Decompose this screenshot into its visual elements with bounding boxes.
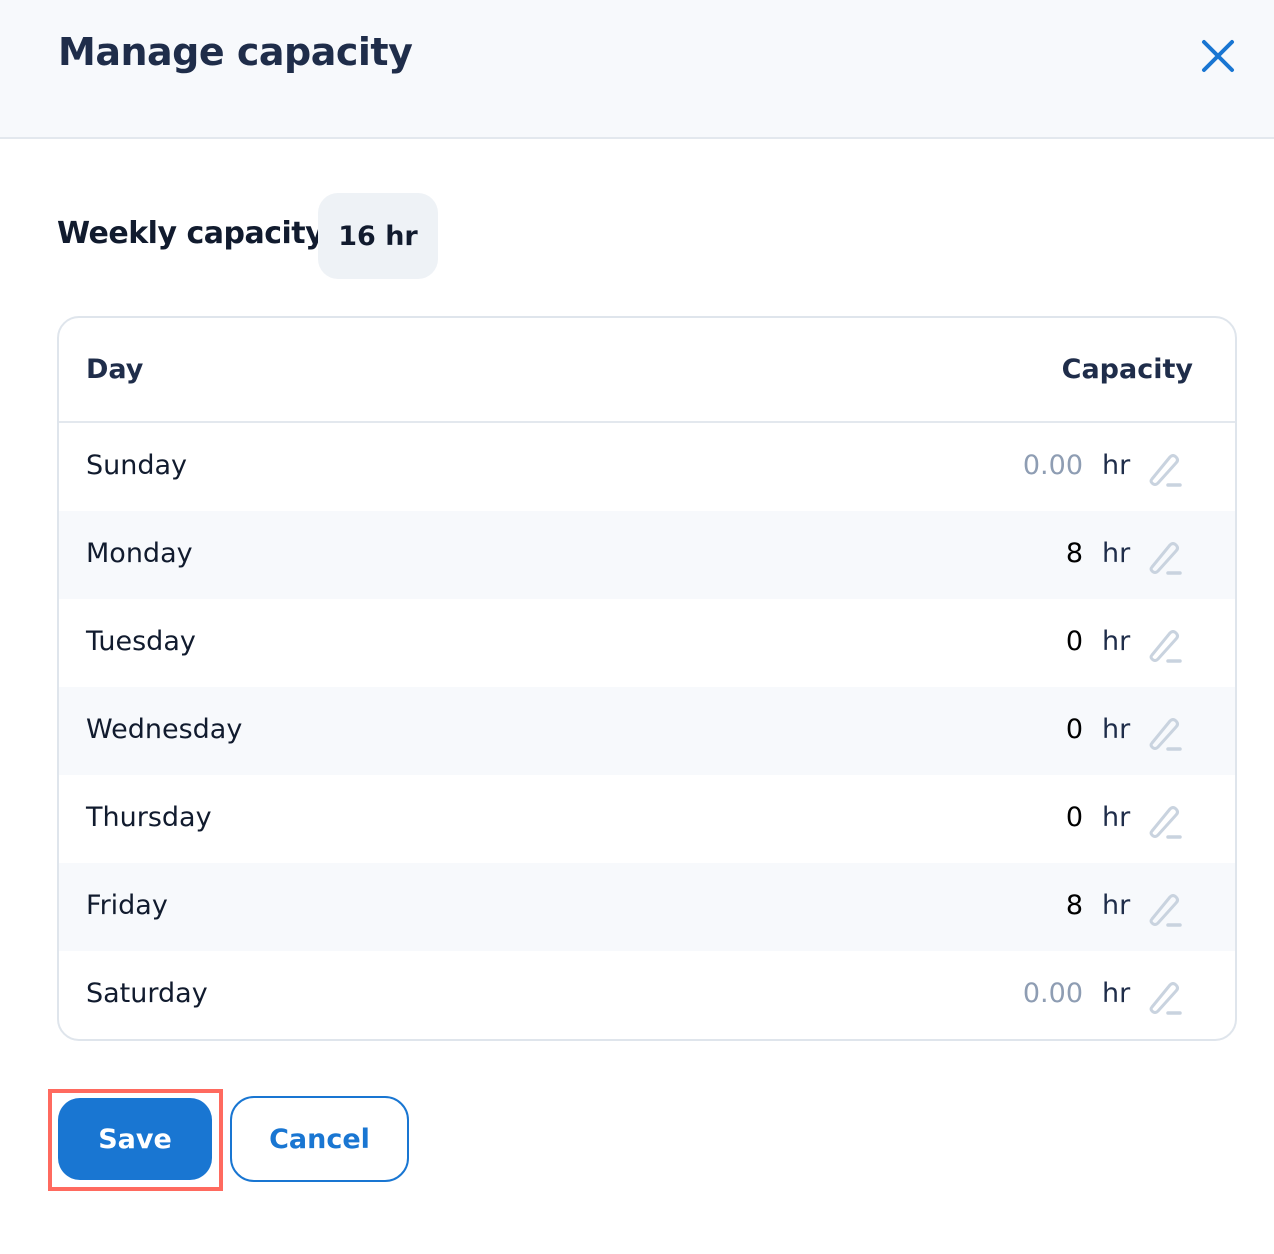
day-label: Saturday (86, 978, 208, 1009)
table-row: Tuesday 0 hr (59, 599, 1235, 687)
table-header: Day Capacity (59, 318, 1235, 423)
dialog-title: Manage capacity (58, 30, 413, 74)
close-icon[interactable] (1198, 36, 1238, 76)
capacity-value[interactable]: 8 (1065, 890, 1083, 921)
pencil-icon[interactable] (1146, 803, 1184, 841)
table-row: Monday 8 hr (59, 511, 1235, 599)
day-label: Sunday (86, 450, 188, 481)
pencil-icon[interactable] (1146, 891, 1184, 929)
day-label: Wednesday (86, 714, 243, 745)
day-label: Tuesday (86, 626, 196, 657)
column-header-day: Day (86, 354, 144, 385)
capacity-value[interactable]: 8 (1065, 538, 1083, 569)
pencil-icon[interactable] (1146, 451, 1184, 489)
table-row: Friday 8 hr (59, 863, 1235, 951)
table-row: Saturday 0.00 hr (59, 951, 1235, 1039)
capacity-value[interactable]: 0.00 (1022, 978, 1083, 1009)
capacity-value[interactable]: 0 (1065, 626, 1083, 657)
day-label: Thursday (86, 802, 212, 833)
capacity-unit: hr (1102, 538, 1131, 569)
capacity-unit: hr (1102, 802, 1131, 833)
capacity-value[interactable]: 0 (1065, 802, 1083, 833)
capacity-unit: hr (1102, 890, 1131, 921)
pencil-icon[interactable] (1146, 979, 1184, 1017)
table-row: Wednesday 0 hr (59, 687, 1235, 775)
capacity-unit: hr (1102, 626, 1131, 657)
capacity-value[interactable]: 0 (1065, 714, 1083, 745)
pencil-icon[interactable] (1146, 539, 1184, 577)
table-row: Sunday 0.00 hr (59, 423, 1235, 511)
pencil-icon[interactable] (1146, 627, 1184, 665)
day-label: Friday (86, 890, 168, 921)
capacity-unit: hr (1102, 978, 1131, 1009)
pencil-icon[interactable] (1146, 715, 1184, 753)
highlight-box (48, 1089, 223, 1191)
capacity-unit: hr (1102, 714, 1131, 745)
cancel-button[interactable]: Cancel (230, 1096, 409, 1182)
capacity-unit: hr (1102, 450, 1131, 481)
dialog-header: Manage capacity (0, 0, 1274, 139)
weekly-capacity-badge: 16 hr (318, 193, 438, 279)
weekly-capacity-label: Weekly capacity (57, 216, 325, 251)
day-label: Monday (86, 538, 193, 569)
capacity-value[interactable]: 0.00 (1022, 450, 1083, 481)
save-button[interactable]: Save (58, 1098, 212, 1180)
table-row: Thursday 0 hr (59, 775, 1235, 863)
column-header-capacity: Capacity (1061, 354, 1193, 385)
capacity-table: Day Capacity Sunday 0.00 hr Monday 8 hr Tues… (57, 316, 1237, 1041)
